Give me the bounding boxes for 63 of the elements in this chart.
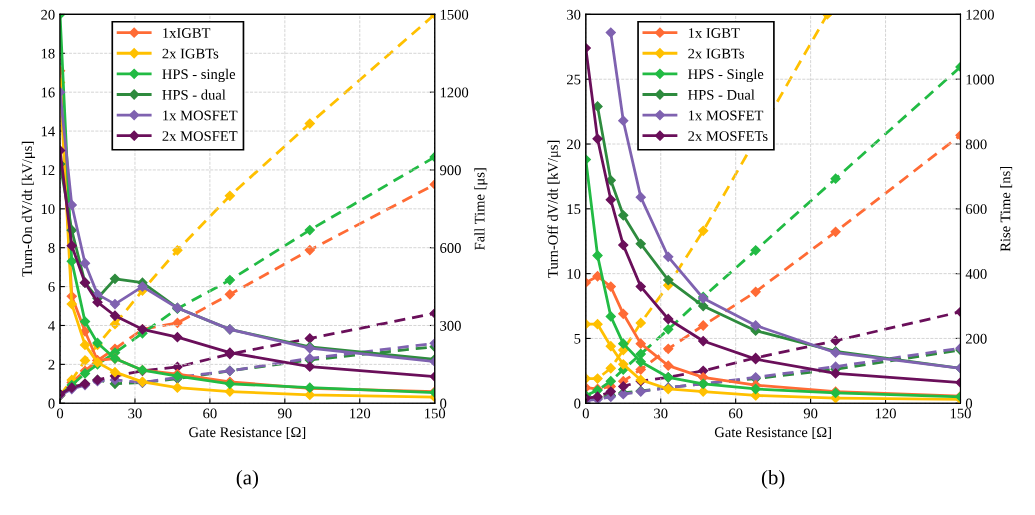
x-tick-label: 0 <box>56 408 64 419</box>
x-tick-label: 0 <box>582 408 589 419</box>
x-axis-title: Gate Resistance [Ω] <box>714 426 831 439</box>
legend-label: 1xIGBT <box>163 28 211 38</box>
legend-label: 2x MOSFET <box>162 131 238 141</box>
y2-tick-label: 0 <box>965 398 973 409</box>
y2-axis-title: Rise Time [ns] <box>1000 166 1013 252</box>
y2-tick-label: 800 <box>965 139 987 150</box>
y2-tick-label: 300 <box>440 320 461 331</box>
legend-label: HPS - dual <box>162 89 226 100</box>
y-tick-label: 5 <box>574 333 581 344</box>
y-tick-label: 0 <box>48 398 55 409</box>
y-tick-label: 15 <box>567 204 581 215</box>
y-tick-label: 20 <box>567 139 581 150</box>
legend-label: 2x IGBTs <box>162 48 219 59</box>
y-tick-label: 2 <box>48 359 55 370</box>
y-tick-label: 8 <box>48 243 55 253</box>
legend-label: 1x MOSFET <box>163 110 238 121</box>
text: (a) <box>236 469 259 489</box>
y-tick-label: 10 <box>567 269 581 279</box>
legend-label: 2x MOSFETs <box>688 131 768 141</box>
y-axis-title: Turn-Off dV/dt [kV/μs] <box>547 140 561 278</box>
legend-label: 2x IGBTs <box>688 48 745 59</box>
x-tick-label: 120 <box>350 408 371 419</box>
y-axis-title: Turn-On dV/dt [kV/μs] <box>21 141 36 277</box>
y2-tick-label: 600 <box>965 204 987 215</box>
y-tick-label: 25 <box>567 74 581 85</box>
y2-tick-label: 1000 <box>966 74 994 85</box>
x-tick-label: 120 <box>875 408 896 419</box>
y2-tick-label: 900 <box>440 165 461 176</box>
text: (b) <box>761 469 785 489</box>
y-tick-label: 20 <box>41 9 55 20</box>
legend-label: HPS - Dual <box>688 89 755 100</box>
x-tick-label: 30 <box>654 408 668 419</box>
x-axis-title: Gate Resistance [Ω] <box>189 426 306 439</box>
y2-tick-label: 600 <box>440 243 461 253</box>
y2-tick-label: 1200 <box>966 9 994 20</box>
y-tick-label: 14 <box>41 126 55 137</box>
y2-tick-label: 1200 <box>440 87 469 98</box>
y-tick-label: 4 <box>48 320 55 331</box>
y2-axis-title: Fall Time [μs] <box>474 168 488 251</box>
y-tick-label: 16 <box>41 87 55 98</box>
y2-tick-label: 0 <box>440 398 447 409</box>
legend-label: 1x IGBT <box>688 28 740 38</box>
legend-label: HPS - single <box>162 68 236 83</box>
x-tick-label: 150 <box>425 408 446 419</box>
x-tick-label: 90 <box>803 408 818 419</box>
x-tick-label: 150 <box>950 408 971 419</box>
y-tick-label: 30 <box>567 9 581 20</box>
y-tick-label: 0 <box>574 398 581 409</box>
x-tick-label: 60 <box>729 408 743 419</box>
y2-tick-label: 200 <box>965 333 987 344</box>
y-tick-label: 12 <box>41 165 55 176</box>
y2-tick-label: 400 <box>965 269 987 279</box>
legend-label: 1x MOSFET <box>688 110 764 121</box>
y-tick-label: 18 <box>41 48 55 59</box>
x-tick-label: 60 <box>203 408 217 419</box>
x-tick-label: 30 <box>128 408 142 419</box>
y2-tick-label: 1500 <box>440 9 469 20</box>
y-tick-label: 10 <box>41 204 55 215</box>
x-tick-label: 90 <box>278 408 292 419</box>
y-tick-label: 6 <box>48 282 55 292</box>
legend-label: HPS - Single <box>688 68 764 83</box>
